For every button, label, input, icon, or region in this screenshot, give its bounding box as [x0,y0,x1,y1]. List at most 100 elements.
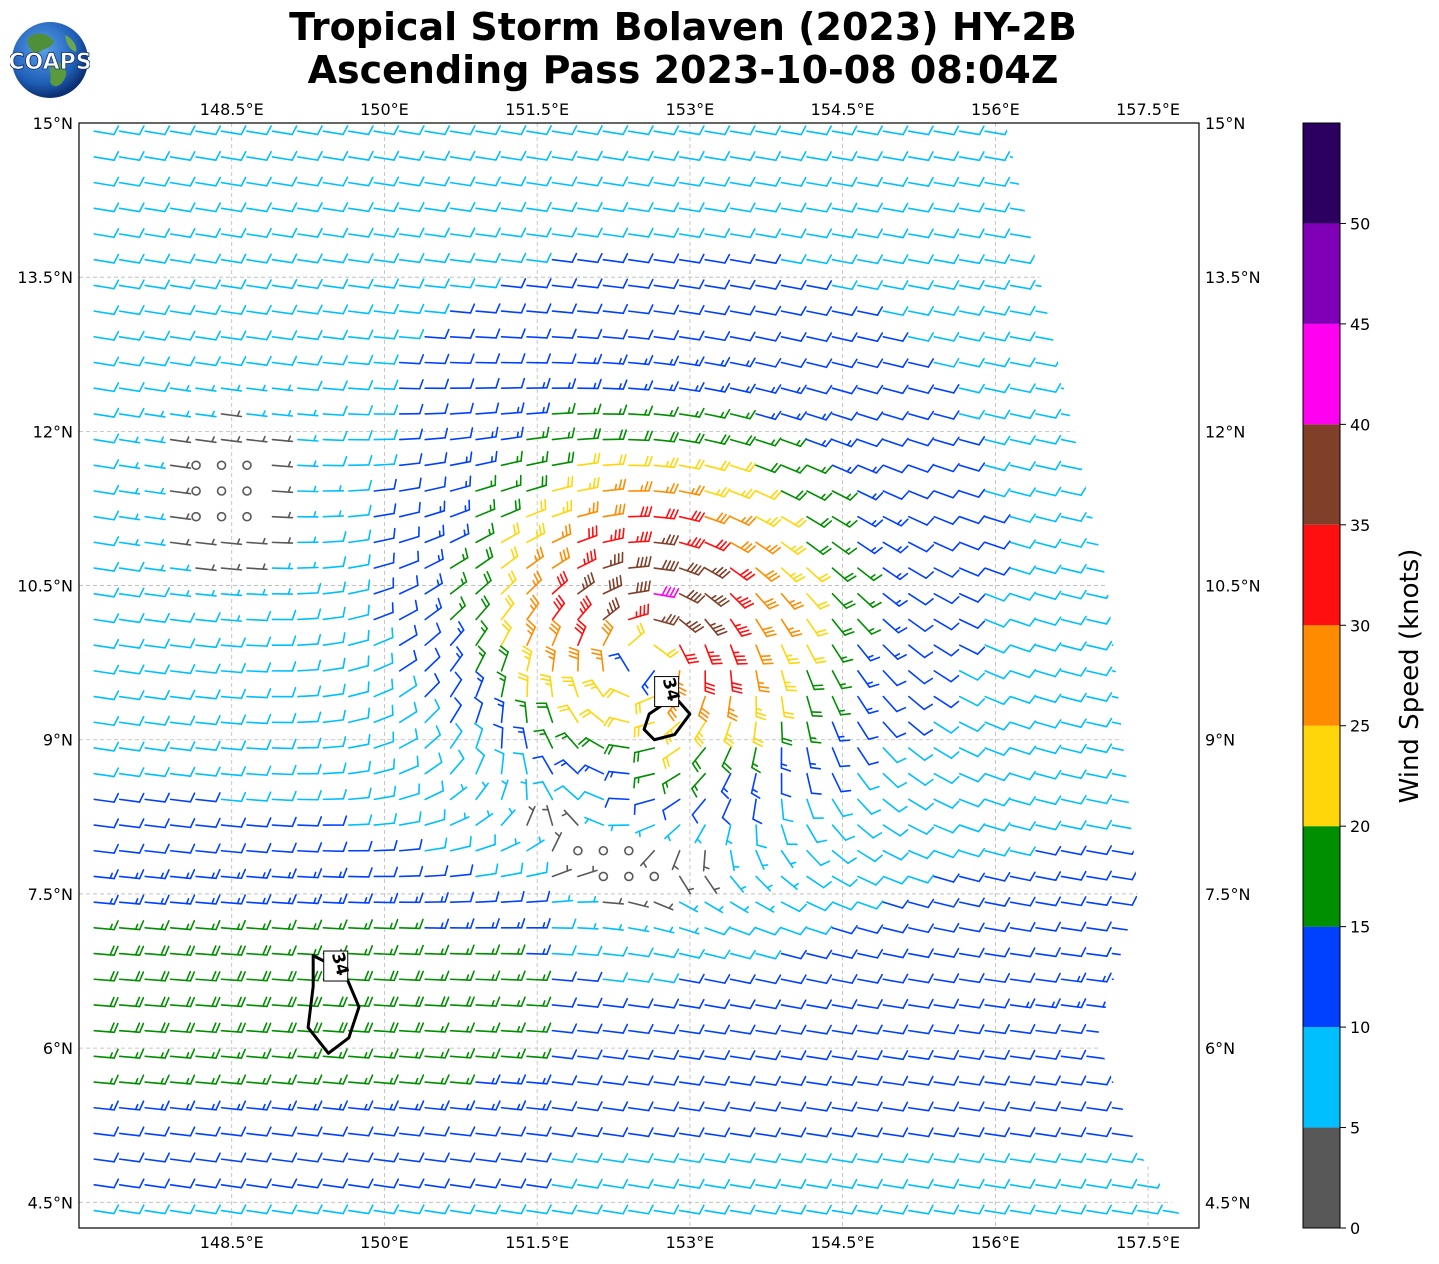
wind-barb [678,973,705,984]
wind-barb [831,411,858,421]
wind-barb [933,1024,960,1035]
wind-barb [398,477,422,492]
wind-barb [857,228,883,239]
wind-barb [348,125,374,136]
wind-barb [526,836,545,852]
wind-barb [633,747,656,763]
wind-barb [93,202,120,213]
wind-barb [908,1204,934,1215]
wind-barb [1086,1101,1112,1112]
wind-barb [857,358,884,369]
wind-barb [195,637,221,649]
wind-barb [577,428,602,441]
wind-barb [694,824,706,844]
wind-barb [1035,845,1062,856]
wind-barb [780,644,800,665]
wind-barb [348,787,372,801]
wind-barb [857,798,881,815]
wind-barb [704,487,731,498]
wind-barb [704,926,731,936]
wind-barb [169,970,196,982]
colorbar-segment [1303,223,1340,324]
wind-barb [933,798,960,809]
wind-barb [780,306,807,316]
wind-barb [549,619,561,646]
wind-barb [1060,1127,1087,1138]
wind-barb [297,1100,323,1111]
wind-barb [806,515,833,528]
wind-barb [373,602,394,621]
wind-barb [755,926,782,936]
wind-barb [449,150,476,161]
wind-barb [144,715,170,726]
wind-barb [246,610,272,622]
wind-barb [1060,972,1087,983]
wind-barb [118,539,141,547]
wind-barb [398,892,424,904]
wind-barb [933,922,960,933]
wind-barb [169,176,196,187]
wind-barb [1009,1023,1036,1035]
wind-barb [220,125,247,136]
colorbar-tick-label: 45 [1350,315,1370,334]
wind-barb [297,561,319,569]
wind-barb [220,945,246,956]
wind-barb [424,500,446,518]
wind-barb [220,176,247,187]
wind-barb [246,1204,272,1215]
wind-barb [220,843,247,854]
wind-barb [169,125,196,136]
wind-barb [634,824,656,838]
wind-barb [933,202,960,213]
wind-barb [144,767,170,778]
wind-barb [780,949,807,960]
wind-barb [271,562,294,570]
wind-barb [1086,794,1113,805]
wind-barb [857,592,882,609]
wind-barb [271,1100,298,1111]
wind-barb [144,664,170,675]
wind-barb [755,901,775,913]
wind-barb [704,331,731,342]
wind-barb [475,1126,501,1137]
wind-barb [348,655,370,672]
wind-barb [93,356,120,367]
wind-barb [1086,1127,1112,1138]
map-frame [78,122,1200,1229]
wind-barb [220,970,246,982]
wind-barb [496,671,507,698]
wind-barb [602,176,629,187]
wind-barb [424,1074,450,1085]
wind-barb [882,228,909,239]
wind-barb [628,900,650,908]
wind-barb [933,305,960,316]
wind-barb [653,176,680,187]
wind-barb [882,899,909,909]
wind-barb [169,513,192,521]
wind-barb [118,228,145,239]
wind-barb [144,869,170,880]
wind-barb [704,228,731,239]
wind-barb [532,781,554,801]
wind-barb [297,996,323,1008]
wind-barb [857,644,881,662]
wind-barb [373,866,399,878]
wind-barb [628,304,654,315]
wind-barb [678,227,705,238]
wind-barb [322,893,348,904]
wind-barb [449,783,468,801]
wind-barb [678,875,695,895]
wind-barb [398,550,420,569]
wind-barb [933,151,960,162]
wind-barb [500,619,512,646]
wind-barb [984,228,1011,239]
wind-barb [831,999,858,1010]
wind-barb [195,202,222,213]
wind-barb [169,538,192,546]
wind-barb [322,581,346,595]
wind-barb [1060,1075,1087,1086]
wind-barb [322,606,346,621]
wind-barb [704,618,728,636]
wind-barb [958,176,985,187]
wind-barb [551,945,577,956]
